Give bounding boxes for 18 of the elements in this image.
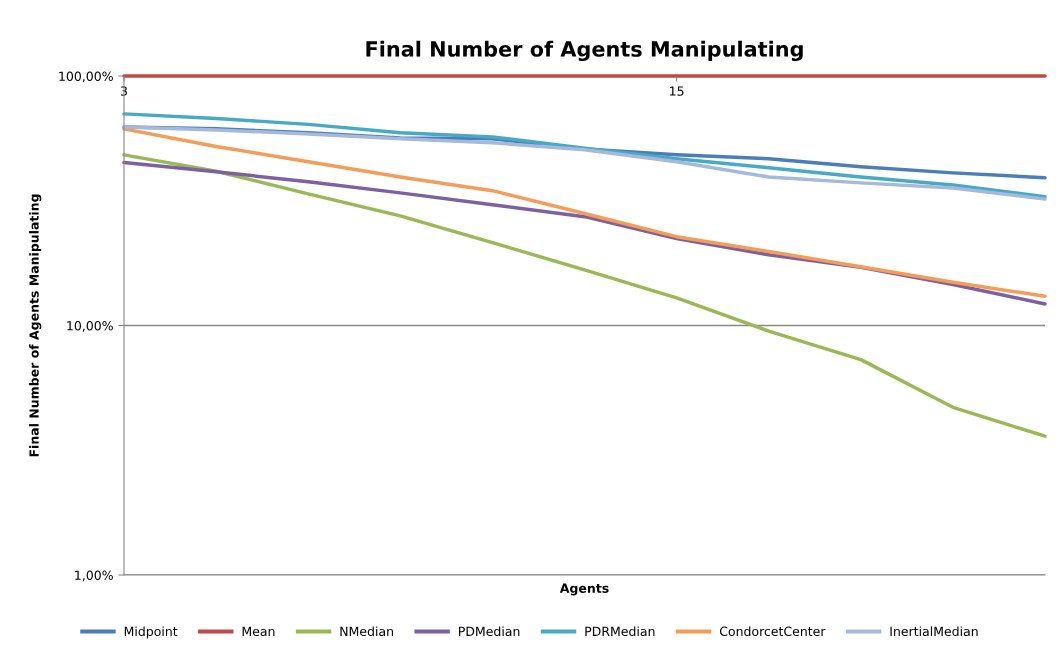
y-tick-label: 1,00% bbox=[75, 570, 113, 582]
line-series bbox=[122, 112, 1047, 199]
y-tick-label: 10,00% bbox=[67, 320, 113, 332]
line-series bbox=[122, 125, 1047, 201]
x-tick-label: 15 bbox=[670, 86, 684, 96]
x-tick-label: 3 bbox=[120, 86, 127, 96]
legend-label: NMedian bbox=[340, 626, 393, 637]
x-axis-title: Agents bbox=[559, 583, 609, 596]
y-axis-title: Final Number of Agents Manipulating bbox=[29, 194, 42, 457]
y-tick-label: 100,00% bbox=[59, 71, 113, 83]
line-series bbox=[122, 127, 1047, 298]
legend-label: PDMedian bbox=[459, 626, 520, 637]
legend-label: InertialMedian bbox=[890, 626, 978, 637]
chart-title: Final Number of Agents Manipulating bbox=[366, 40, 803, 62]
legend-label: CondorcetCenter bbox=[719, 626, 826, 637]
legend-label: Midpoint bbox=[124, 626, 178, 639]
legend-label: Mean bbox=[242, 626, 275, 637]
legend-label: PDRMedian bbox=[585, 626, 655, 637]
